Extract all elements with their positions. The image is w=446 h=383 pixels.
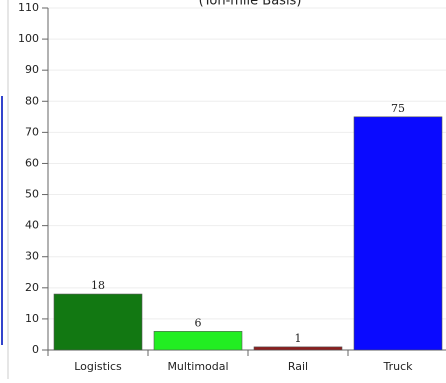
y-tick-label: 30 — [25, 250, 39, 263]
x-tick-label: Truck — [382, 360, 413, 373]
y-tick-label: 40 — [25, 219, 39, 232]
y-tick-label: 80 — [25, 94, 39, 107]
bar — [253, 346, 343, 351]
bar — [53, 293, 143, 351]
y-tick-label: 90 — [25, 63, 39, 76]
y-tick-label: 0 — [32, 343, 39, 356]
x-tick-label: Rail — [288, 360, 308, 373]
x-tick-label: Multimodal — [167, 360, 228, 373]
value-label: 75 — [391, 102, 405, 115]
bar — [153, 331, 243, 351]
y-tick-label: 100 — [18, 32, 39, 45]
y-tick-label: 110 — [18, 1, 39, 14]
y-tick-label: 70 — [25, 125, 39, 138]
y-tick-label: 10 — [25, 312, 39, 325]
value-label: 6 — [195, 316, 202, 329]
bar — [353, 116, 443, 351]
x-tick-label: Logistics — [74, 360, 122, 373]
y-tick-label: 50 — [25, 188, 39, 201]
value-label: 18 — [91, 279, 105, 292]
y-tick-label: 60 — [25, 156, 39, 169]
chart-title: (Ton-mile Basis) — [199, 0, 302, 9]
value-label: 1 — [295, 332, 302, 345]
y-tick-label: 20 — [25, 281, 39, 294]
